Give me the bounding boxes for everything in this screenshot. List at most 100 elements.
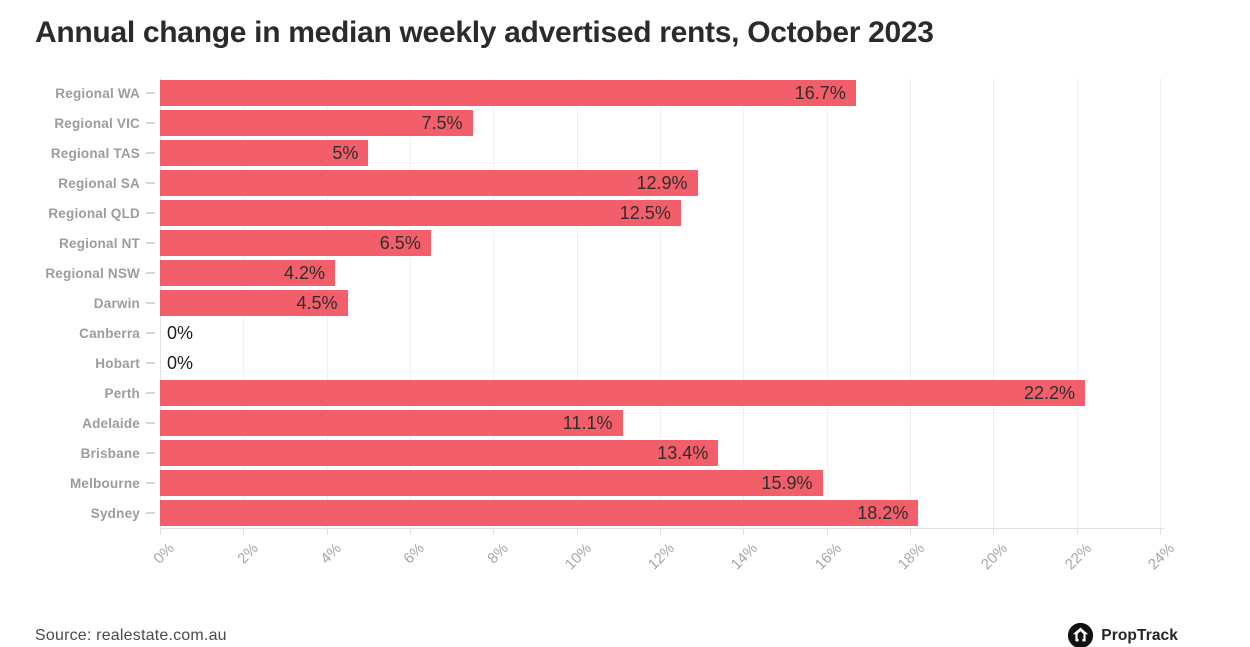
bar-chart: Regional WA 16.7% Regional VIC 7.5% Regional… [0, 78, 1178, 596]
category-label: Regional NSW [45, 265, 140, 281]
y-tick-zone [140, 302, 160, 304]
bar: 6.5% [160, 230, 431, 256]
y-axis-tick [145, 362, 155, 364]
bar: 16.7% [160, 80, 856, 106]
y-axis-tick [145, 182, 155, 184]
value-label: 11.1% [562, 412, 613, 433]
bar-row: Regional WA 16.7% [0, 78, 1175, 108]
bar-row: Hobart 0% [0, 348, 1175, 378]
category-label: Perth [104, 385, 140, 401]
gridline [1160, 78, 1161, 528]
category-label: Brisbane [80, 445, 140, 461]
value-label: 0% [167, 353, 194, 373]
value-label: 22.2% [1023, 382, 1075, 403]
y-axis-tick [145, 332, 155, 334]
gridline [1076, 78, 1078, 528]
y-tick-zone [140, 452, 160, 454]
bar-area: 0% [160, 318, 1160, 348]
proptrack-house-icon [1068, 622, 1094, 647]
y-tick-zone [140, 392, 160, 394]
x-tick-label: 8% [483, 540, 512, 568]
gridline [660, 78, 661, 528]
bar: 12.9% [160, 170, 698, 196]
x-tick-label: 12% [644, 540, 679, 574]
bar-row: Regional SA 12.9% [0, 168, 1175, 198]
x-tick-label: 0% [150, 540, 179, 568]
x-tick-label: 20% [978, 540, 1012, 574]
bar-area: 11.1% [160, 408, 1160, 438]
source-text: Source: realestate.com.au [35, 626, 227, 644]
y-tick-zone [140, 242, 160, 244]
category-label: Melbourne [69, 475, 140, 491]
value-label: 6.5% [379, 232, 421, 253]
bar-row: Melbourne 15.9% [0, 468, 1175, 498]
bar-row: Regional NT 6.5% [0, 228, 1175, 258]
x-tick-label: 24% [1144, 540, 1179, 574]
category-label: Regional QLD [48, 205, 140, 221]
category-label: Regional TAS [50, 145, 140, 161]
y-tick-zone [140, 182, 160, 184]
y-tick-zone [140, 512, 160, 514]
x-tick-label: 6% [400, 540, 429, 568]
x-axis-tick [826, 528, 828, 535]
bar-row: Sydney 18.2% [0, 498, 1175, 528]
bar-area: 5% [160, 138, 1160, 168]
y-axis-tick [145, 482, 155, 484]
brand-name: PropTrack [1101, 626, 1178, 644]
value-label: 16.7% [794, 82, 846, 103]
bar-area: 4.2% [160, 258, 1160, 288]
bar: 5% [160, 140, 369, 166]
value-label: 12.9% [636, 172, 688, 193]
y-axis-tick [145, 392, 155, 394]
x-axis: 0% 2% 4% 6% 8% 10% 12% 14% 16% 18% 20% 22% 24% [151, 528, 1178, 596]
bar-row: Regional VIC 7.5% [0, 108, 1175, 138]
bar: 4.5% [160, 290, 348, 316]
bar-row: Canberra 0% [0, 318, 1175, 348]
x-axis-tick [160, 528, 161, 535]
y-tick-zone [140, 422, 160, 424]
category-label: Regional NT [59, 235, 140, 251]
x-tick-label: 4% [317, 540, 345, 568]
bar-area: 16.7% [160, 78, 1160, 108]
x-axis-tick [743, 528, 745, 535]
value-label: 12.5% [619, 202, 671, 223]
bar-area: 13.4% [160, 438, 1160, 468]
bar-row: Brisbane 13.4% [0, 438, 1175, 468]
bar: 13.4% [160, 440, 719, 466]
x-tick-label: 18% [894, 540, 929, 574]
brand-logo: PropTrack [1067, 622, 1178, 647]
x-axis-tick [410, 528, 411, 535]
bar-area: 12.5% [160, 198, 1160, 228]
bar-area: 18.2% [160, 498, 1160, 528]
category-label: Sydney [90, 505, 140, 521]
value-label: 18.2% [857, 502, 909, 523]
chart-title: Annual change in median weekly advertise… [35, 16, 934, 49]
y-axis-tick [145, 302, 155, 304]
y-tick-zone [140, 122, 160, 124]
x-axis-tick [576, 528, 578, 535]
gridline [910, 78, 911, 528]
bar-row: Regional QLD 12.5% [0, 198, 1175, 228]
footer: Source: realestate.com.au PropTrack [0, 622, 1250, 647]
y-axis-tick [145, 512, 155, 514]
x-tick-label: 10% [561, 540, 595, 574]
x-axis-tick [910, 528, 911, 535]
category-label: Canberra [79, 325, 140, 341]
value-label: 13.4% [657, 442, 709, 463]
bar: 18.2% [160, 500, 919, 526]
bar-area: 12.9% [160, 168, 1160, 198]
bar: 15.9% [160, 470, 823, 496]
y-axis-tick [145, 272, 155, 274]
value-label: 7.5% [421, 112, 463, 133]
bar-area: 4.5% [160, 288, 1160, 318]
bar-area: 6.5% [160, 228, 1160, 258]
bar-area: 15.9% [160, 468, 1160, 498]
gridline [826, 78, 828, 528]
gridline [410, 78, 411, 528]
x-axis-line [160, 528, 1164, 529]
y-tick-zone [140, 92, 160, 94]
bar: 11.1% [160, 410, 623, 436]
gridline [993, 78, 995, 528]
page: Annual change in median weekly advertise… [0, 14, 1250, 647]
category-label: Regional VIC [54, 115, 140, 131]
